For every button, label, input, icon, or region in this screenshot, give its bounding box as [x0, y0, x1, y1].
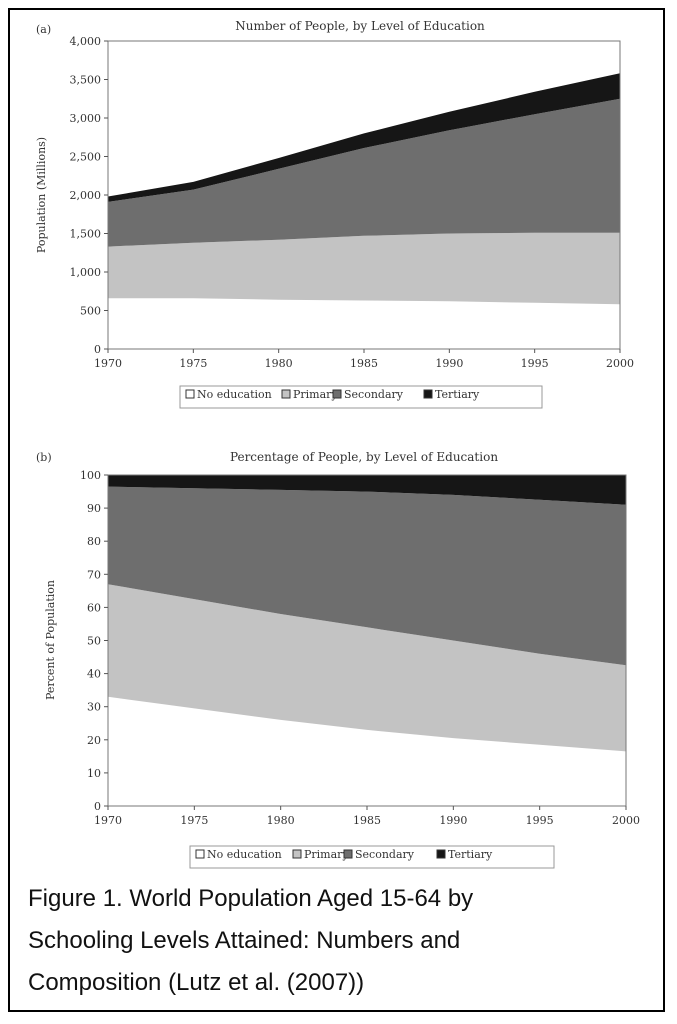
- chart-b-area-tertiary: [108, 475, 626, 505]
- chart-b-ylabel: Percent of Population: [44, 580, 57, 700]
- chart-b-legend-swatch: [195, 849, 205, 859]
- chart-a-ytick-label: 1,000: [70, 266, 102, 279]
- chart-b-legend-label: Primary: [304, 848, 349, 861]
- chart-b-area-secondary: [108, 486, 626, 666]
- chart-b-ytick-label: 20: [87, 734, 101, 747]
- chart-a-xtick-label: 2000: [606, 357, 634, 370]
- chart-a-ytick-label: 2,500: [70, 151, 102, 164]
- chart-a-panel-label: (a): [36, 23, 51, 36]
- chart-b-area-no-education: [108, 696, 626, 806]
- chart-a-area-secondary: [108, 98, 620, 247]
- chart-b-title: Percentage of People, by Level of Educat…: [230, 450, 498, 464]
- chart-a-legend-label: Tertiary: [435, 388, 480, 401]
- figure-caption: Figure 1. World Population Aged 15-64 by…: [28, 878, 648, 1004]
- chart-b-ytick-label: 30: [87, 701, 101, 714]
- chart-a-area-no-education: [108, 298, 620, 349]
- chart-a-ytick-label: 500: [80, 305, 101, 318]
- chart-b-ytick-label: 50: [87, 635, 101, 648]
- chart-b-xtick-label: 1975: [180, 814, 208, 827]
- chart-b-xtick-label: 1990: [439, 814, 467, 827]
- chart-a-xtick-label: 1980: [265, 357, 293, 370]
- chart-a-xtick-label: 1970: [94, 357, 122, 370]
- chart-b-plot: 0 10 20 30 40 50 60 70 80 90 100 1970 1975 1980 1985 19…: [80, 469, 640, 827]
- caption-line-2: Schooling Levels Attained: Numbers and: [28, 927, 461, 954]
- chart-a-ytick-label: 2,000: [70, 189, 102, 202]
- chart-a-area-tertiary: [108, 73, 620, 202]
- chart-a-legend-label: Primary: [293, 388, 338, 401]
- chart-b-ytick-label: 80: [87, 535, 101, 548]
- chart-a-area-primary: [108, 232, 620, 305]
- chart-a-xtick-label: 1990: [435, 357, 463, 370]
- chart-a-ylabel: Population (Millions): [35, 137, 48, 253]
- chart-b-ytick-label: 10: [87, 767, 101, 780]
- chart-b-xtick-label: 1980: [267, 814, 295, 827]
- chart-a-xtick-label: 1975: [179, 357, 207, 370]
- chart-b-area-primary: [108, 584, 626, 752]
- chart-b-legend-label: No education: [207, 848, 282, 861]
- caption-line-3: Composition (Lutz et al. (2007)): [28, 969, 365, 996]
- chart-a-ytick-label: 0: [94, 343, 101, 356]
- chart-b-panel-label: (b): [36, 451, 52, 464]
- chart-b-ytick-label: 100: [80, 469, 101, 482]
- chart-a-legend-swatch: [332, 389, 342, 399]
- chart-a-legend-swatch: [185, 389, 195, 399]
- chart-a-legend-swatch: [423, 389, 433, 399]
- caption-line-1: Figure 1. World Population Aged 15-64 by: [28, 885, 474, 912]
- chart-a-ytick-label: 3,500: [70, 74, 102, 87]
- chart-b-legend-swatch: [436, 849, 446, 859]
- chart-a-xtick-label: 1995: [521, 357, 549, 370]
- chart-b-xtick-label: 2000: [612, 814, 640, 827]
- chart-b-ytick-label: 90: [87, 502, 101, 515]
- chart-b-ytick-label: 70: [87, 568, 101, 581]
- chart-b-ytick-label: 0: [94, 800, 101, 813]
- chart-b-ytick-label: 60: [87, 601, 101, 614]
- chart-b-legend-label: Secondary: [355, 848, 415, 861]
- chart-a-ytick-label: 3,000: [70, 112, 102, 125]
- chart-a-xtick-label: 1985: [350, 357, 378, 370]
- chart-a-legend-label: Secondary: [344, 388, 404, 401]
- chart-a-legend-swatch: [281, 389, 291, 399]
- chart-b-legend-label: Tertiary: [448, 848, 493, 861]
- chart-b: (b) Percentage of People, by Level of Ed…: [36, 450, 640, 869]
- chart-b-xtick-label: 1970: [94, 814, 122, 827]
- chart-b-ytick-label: 40: [87, 668, 101, 681]
- chart-b-xtick-label: 1985: [353, 814, 381, 827]
- chart-b-legend-swatch: [343, 849, 353, 859]
- chart-b-legend-swatch: [292, 849, 302, 859]
- chart-a-ytick-label: 4,000: [70, 35, 102, 48]
- chart-a-ytick-label: 1,500: [70, 228, 102, 241]
- chart-a-legend: No education Primary Secondary Tertiary: [185, 388, 480, 401]
- chart-b-legend-box: [189, 845, 555, 869]
- chart-a-plot: 0 500 1,000 1,500 2,000 2,500 3,000 3,500 4,000 1…: [70, 35, 635, 370]
- chart-a-legend-label: No education: [197, 388, 272, 401]
- chart-b-legend: No education Primary Secondary Tertiary: [195, 848, 493, 861]
- chart-a: (a) Number of People, by Level of Educat…: [35, 19, 635, 409]
- chart-a-title: Number of People, by Level of Education: [235, 19, 485, 33]
- chart-a-legend-box: [179, 385, 543, 409]
- chart-b-xtick-label: 1995: [526, 814, 554, 827]
